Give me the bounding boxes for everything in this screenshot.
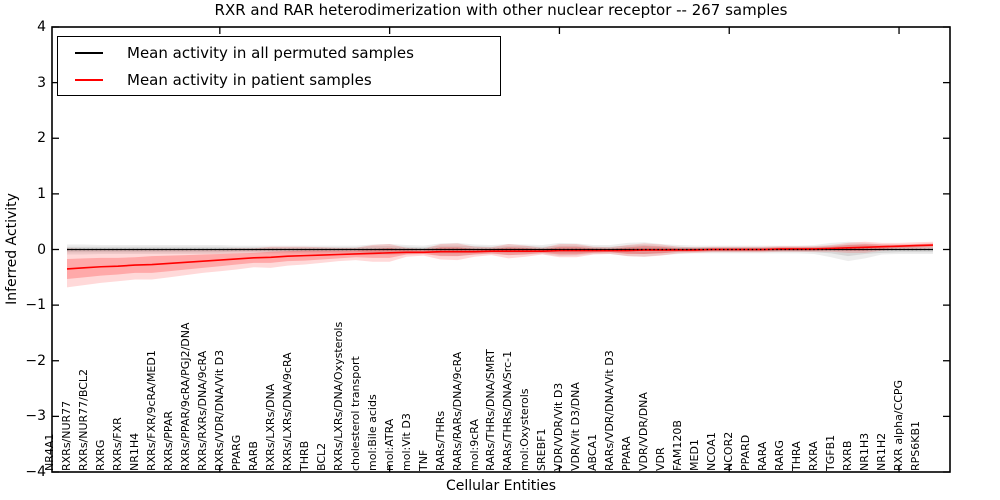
- x-category-label: TGFB1: [824, 434, 838, 471]
- patient-outer-band: [67, 241, 933, 288]
- legend-row-permuted: Mean activity in all permuted samples: [58, 39, 500, 66]
- x-category-label: mol:9cRA: [467, 419, 481, 471]
- y-tick-label: −2: [25, 352, 46, 369]
- y-tick-label: 2: [37, 130, 46, 147]
- legend: Mean activity in all permuted samples Me…: [57, 36, 501, 96]
- x-category-label: RXR alpha/CCPG: [892, 379, 906, 471]
- x-category-label: NCOA1: [705, 432, 719, 471]
- x-category-label: RXRs/PPAR/9cRA/PGJ2/DNA: [178, 322, 192, 472]
- x-category-label: RXRs/VDR/DNA/Vit D3: [212, 349, 226, 471]
- x-category-label: TNF: [416, 449, 430, 471]
- x-category-label: VDR: [654, 447, 668, 471]
- x-category-label: NR1H3: [858, 432, 872, 471]
- y-tick-label: 1: [37, 185, 46, 202]
- x-category-label: mol:Bile acids: [365, 394, 379, 471]
- x-category-label: THRB: [297, 440, 311, 471]
- x-category-label: PPARA: [620, 436, 634, 471]
- y-tick-label: 0: [37, 241, 46, 258]
- x-category-label: NR1H2: [875, 432, 889, 471]
- patient-inner-band: [67, 243, 933, 279]
- x-category-label: BCL2: [314, 442, 328, 471]
- x-category-label: RXRs/NUR77: [59, 400, 73, 471]
- x-category-label: RARs/THRs/DNA/Src-1: [501, 350, 515, 471]
- legend-line-sample-black: [75, 51, 103, 54]
- x-category-label: RXRB: [841, 440, 855, 471]
- x-category-label: mol:Vit D3: [399, 413, 413, 471]
- x-category-label: VDR/VDR/Vit D3: [552, 382, 566, 471]
- x-category-label: NCOR2: [722, 431, 736, 471]
- x-category-label: RARG: [773, 440, 787, 471]
- x-axis-label: Cellular Entities: [445, 478, 557, 494]
- x-category-label: RXRs/LXRs/DNA: [263, 383, 277, 471]
- x-category-label: NR4A1: [43, 433, 56, 471]
- chart-title: RXR and RAR heterodimerization with othe…: [214, 1, 788, 19]
- x-category-label: RXRs/FXR: [110, 417, 124, 471]
- x-category-label: RARA: [756, 441, 770, 471]
- legend-row-patient: Mean activity in patient samples: [58, 66, 500, 93]
- x-category-label: VDR/Vit D3/DNA: [569, 382, 583, 471]
- x-category-label: cholesterol transport: [348, 356, 362, 471]
- x-category-label: RXRs/NUR77/BCL2: [76, 368, 90, 471]
- x-category-label: PPARD: [739, 434, 753, 471]
- legend-label-patient: Mean activity in patient samples: [127, 70, 372, 89]
- y-tick-label: −1: [25, 297, 46, 314]
- x-category-label: RARs/THRs: [433, 410, 447, 471]
- x-category-label: RXRA: [807, 441, 821, 471]
- x-category-label: mol:ATRA: [382, 418, 396, 471]
- x-category-label: RXRs/LXRs/DNA/Oxysterols: [331, 321, 345, 471]
- y-tick-label: 4: [37, 19, 46, 35]
- permuted-inner-band: [67, 244, 933, 257]
- y-tick-label: 3: [37, 74, 46, 91]
- x-category-label: RARs/THRs/DNA/SMRT: [484, 349, 498, 471]
- x-category-label: RXRs/RXRs/DNA/9cRA: [195, 350, 209, 471]
- x-category-label: RARs/RARs/DNA/9cRA: [450, 351, 464, 471]
- x-category-label: RXRs/PPAR: [161, 411, 175, 471]
- x-category-label: RARs/VDR/DNA/Vit D3: [603, 350, 617, 471]
- x-category-label: ABCA1: [586, 433, 600, 471]
- x-category-label: RXRs/LXRs/DNA/9cRA: [280, 352, 294, 471]
- y-tick-label: −4: [25, 464, 46, 480]
- x-category-label: mol:Oxysterols: [518, 388, 532, 472]
- x-category-label: SREBF1: [535, 428, 549, 471]
- x-category-label: RXRs/FXR/9cRA/MED1: [144, 350, 158, 471]
- x-category-label: MED1: [688, 439, 702, 471]
- x-category-label: RXRG: [93, 439, 107, 471]
- x-category-label: VDR/VDR/DNA: [637, 392, 651, 471]
- x-category-label: FAM120B: [671, 420, 685, 471]
- x-category-label: THRA: [790, 441, 804, 471]
- x-category-label: PPARG: [229, 434, 243, 471]
- x-category-label: RARB: [246, 441, 260, 471]
- x-category-label: NR1H4: [127, 432, 141, 471]
- x-category-label: RPS6KB1: [909, 420, 922, 471]
- legend-line-sample-red: [75, 78, 103, 81]
- legend-label-permuted: Mean activity in all permuted samples: [127, 43, 414, 62]
- y-tick-label: −3: [25, 408, 46, 425]
